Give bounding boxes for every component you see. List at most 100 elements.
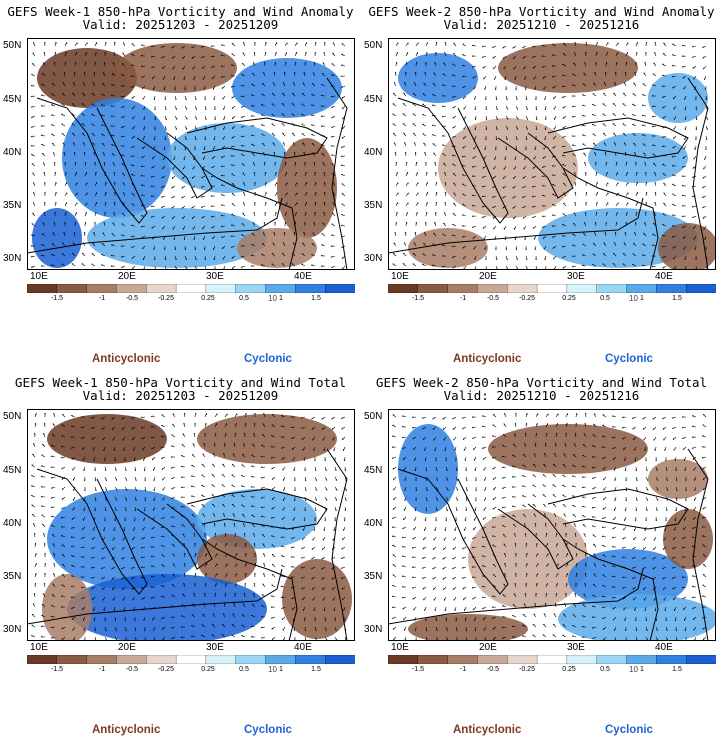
lon-label: 40E <box>294 642 312 653</box>
colorbar-swatch <box>86 284 118 293</box>
colorbar <box>27 655 355 664</box>
colorbar-tick: -0.5 <box>125 295 139 302</box>
lon-label: 30E <box>206 642 224 653</box>
colorbar-scale: 10 <box>268 665 277 674</box>
colorbar-swatch <box>235 655 267 664</box>
lat-label: 45N <box>3 94 22 105</box>
colorbar-swatch <box>295 284 326 293</box>
colorbar-swatch <box>235 284 267 293</box>
map-panel-week2-total: GEFS Week-2 850-hPa Vorticity and Wind T… <box>361 371 722 742</box>
legend-anticyclonic: Anticyclonic <box>92 353 161 365</box>
colorbar-tick: 0.25 <box>562 666 576 673</box>
lon-label: 30E <box>206 271 224 282</box>
colorbar-swatch <box>507 284 538 293</box>
legend-anticyclonic: Anticyclonic <box>92 724 161 736</box>
lon-label: 30E <box>567 271 585 282</box>
colorbar-tick: 1 <box>279 295 283 302</box>
vorticity-map <box>27 409 355 641</box>
lat-label: 30N <box>364 253 383 264</box>
legend-anticyclonic: Anticyclonic <box>453 353 522 365</box>
lon-label: 10E <box>391 642 409 653</box>
colorbar-swatch <box>116 655 147 664</box>
colorbar-tick: -1 <box>98 666 106 673</box>
map-frame <box>388 409 716 641</box>
panel-subtitle: Valid: 20251203 - 20251209 <box>82 388 279 403</box>
colorbar-swatch <box>596 284 628 293</box>
colorbar-tick: 1 <box>279 666 283 673</box>
colorbar-tick: 1.5 <box>672 295 682 302</box>
coastlines <box>388 77 709 270</box>
coastlines <box>388 448 709 641</box>
vorticity-shading <box>398 424 716 641</box>
colorbar-swatch <box>116 284 147 293</box>
legend-cyclonic: Cyclonic <box>244 353 292 365</box>
colorbar-swatch <box>566 655 598 664</box>
lat-label: 50N <box>364 40 383 51</box>
colorbar-tick: -0.25 <box>158 666 174 673</box>
lat-label: 30N <box>3 624 22 635</box>
panel-title: GEFS Week-1 850-hPa Vorticity and Wind A… <box>7 4 354 19</box>
colorbar-swatch <box>56 655 88 664</box>
coastlines <box>27 448 348 641</box>
colorbar-tick: 1.5 <box>672 666 682 673</box>
colorbar-tick: -1.5 <box>411 295 425 302</box>
lat-label: 40N <box>364 147 383 158</box>
colorbar-swatch <box>626 655 658 664</box>
panel-subtitle: Valid: 20251210 - 20251216 <box>443 388 640 403</box>
lon-label: 10E <box>30 642 48 653</box>
colorbar-tick: 0.5 <box>239 295 249 302</box>
colorbar-tick: -0.5 <box>486 295 500 302</box>
colorbar-swatch <box>325 284 355 293</box>
lon-label: 20E <box>479 271 497 282</box>
colorbar-tick: 0.25 <box>562 295 576 302</box>
wind-vectors <box>391 412 707 641</box>
colorbar-swatch <box>447 284 479 293</box>
colorbar-swatch <box>447 655 479 664</box>
colorbar-swatch <box>205 284 237 293</box>
colorbar-swatch <box>388 655 419 664</box>
colorbar-swatch <box>417 655 449 664</box>
legend-cyclonic: Cyclonic <box>605 724 653 736</box>
lat-label: 40N <box>364 518 383 529</box>
colorbar-swatch <box>56 284 88 293</box>
colorbar-tick: -1.5 <box>411 666 425 673</box>
colorbar-swatch <box>656 655 687 664</box>
lat-label: 50N <box>3 40 22 51</box>
wind-vectors <box>31 412 347 641</box>
colorbar-tick: 1.5 <box>311 295 321 302</box>
lon-label: 40E <box>655 642 673 653</box>
map-frame <box>27 38 355 270</box>
lon-label: 20E <box>118 642 136 653</box>
map-frame <box>388 38 716 270</box>
colorbar-swatch <box>477 284 508 293</box>
colorbar-tick: -0.5 <box>486 666 500 673</box>
panel-title: GEFS Week-2 850-hPa Vorticity and Wind A… <box>368 4 715 19</box>
colorbar-swatch <box>536 284 568 293</box>
lat-label: 35N <box>364 571 383 582</box>
lat-label: 30N <box>364 624 383 635</box>
vorticity-map <box>388 38 716 270</box>
lat-label: 35N <box>3 200 22 211</box>
lat-label: 45N <box>364 94 383 105</box>
colorbar-swatch <box>686 655 716 664</box>
wind-vectors <box>392 41 709 270</box>
lon-label: 30E <box>567 642 585 653</box>
colorbar-tick: -1 <box>459 295 467 302</box>
colorbar-tick: 0.25 <box>201 666 215 673</box>
lon-label: 20E <box>118 271 136 282</box>
colorbar <box>27 284 355 293</box>
colorbar-tick: -1 <box>459 666 467 673</box>
lat-label: 40N <box>3 147 22 158</box>
colorbar-swatch <box>295 655 326 664</box>
colorbar-swatch <box>27 284 58 293</box>
colorbar-tick: -0.5 <box>125 666 139 673</box>
colorbar-swatch <box>146 655 177 664</box>
colorbar-tick: 1.5 <box>311 666 321 673</box>
vorticity-shading <box>32 43 342 268</box>
colorbar-swatch <box>205 655 237 664</box>
map-panel-week2-anomaly: GEFS Week-2 850-hPa Vorticity and Wind A… <box>361 0 722 371</box>
colorbar-swatch <box>686 284 716 293</box>
vorticity-shading <box>398 43 716 270</box>
colorbar-swatch <box>507 655 538 664</box>
colorbar-swatch <box>175 284 207 293</box>
